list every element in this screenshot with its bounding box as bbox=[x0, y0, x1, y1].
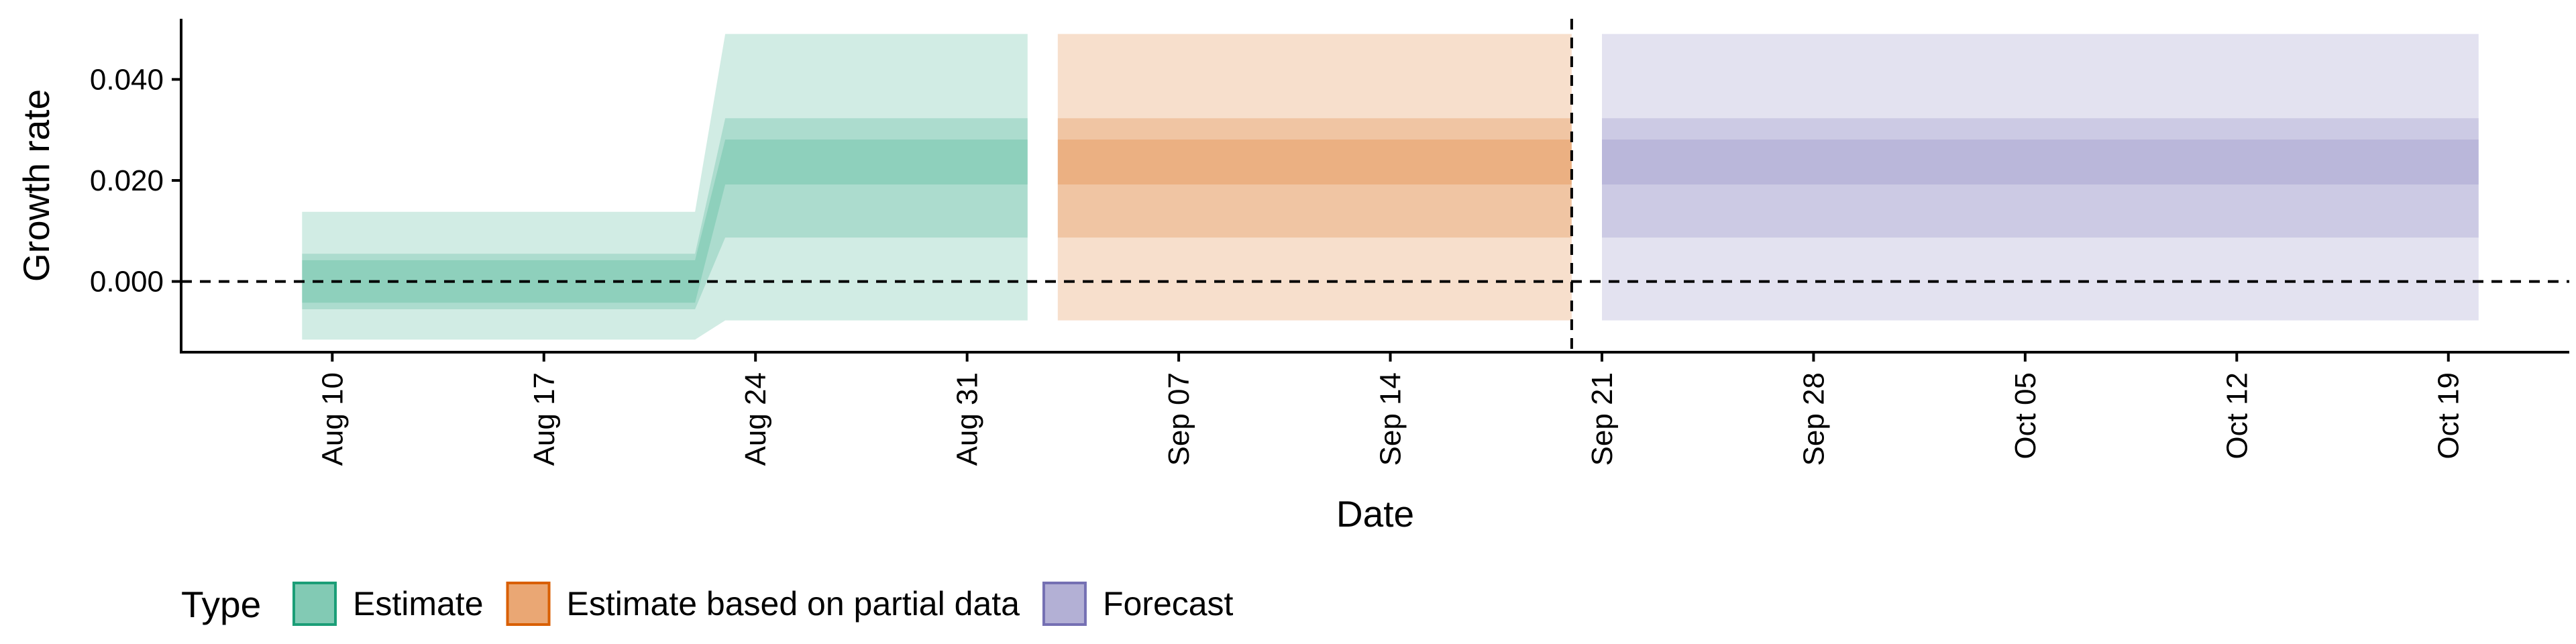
x-tick-label: Oct 12 bbox=[2220, 372, 2253, 460]
ribbon-1-ci50 bbox=[1057, 118, 1572, 238]
y-axis-title: Growth rate bbox=[15, 89, 57, 282]
y-tick-label: 0.040 bbox=[90, 63, 164, 96]
x-tick-label: Sep 14 bbox=[1375, 372, 1407, 466]
x-tick-label: Sep 07 bbox=[1163, 372, 1195, 466]
x-tick-label: Sep 21 bbox=[1586, 372, 1619, 466]
x-axis-title: Date bbox=[1336, 493, 1414, 535]
legend-key-0 bbox=[292, 582, 337, 626]
ribbon-2-ci20 bbox=[1602, 140, 2479, 184]
x-tick-label: Oct 05 bbox=[2009, 372, 2042, 460]
ribbon-1-ci90 bbox=[1057, 34, 1572, 321]
x-tick-label: Oct 19 bbox=[2432, 372, 2465, 460]
x-tick-label: Sep 28 bbox=[1797, 372, 1830, 466]
x-tick-label: Aug 10 bbox=[316, 372, 349, 466]
axes: 0.000 0.020 0.040 Aug 10 Aug 17 Aug 24 Aug 31 S… bbox=[15, 19, 2569, 535]
ribbon-1-ci20 bbox=[1057, 140, 1572, 184]
legend: Type Estimate Estimate based on partial da… bbox=[181, 582, 1234, 626]
legend-label-2: Forecast bbox=[1103, 585, 1234, 623]
x-tick-label: Aug 31 bbox=[951, 372, 984, 466]
y-tick-label: 0.000 bbox=[90, 266, 164, 299]
ribbon-0-ci20 bbox=[302, 140, 1028, 303]
legend-key-2 bbox=[1042, 582, 1087, 626]
x-tick-label: Aug 24 bbox=[739, 372, 772, 466]
ribbon-0-ci90 bbox=[302, 34, 1028, 340]
ribbon-2-ci50 bbox=[1602, 118, 2479, 238]
legend-title: Type bbox=[181, 584, 261, 625]
reference-lines bbox=[181, 19, 2569, 352]
legend-key-1 bbox=[506, 582, 551, 626]
legend-label-0: Estimate bbox=[353, 585, 484, 623]
ribbon-bands bbox=[302, 34, 2479, 340]
y-tick-label: 0.020 bbox=[90, 164, 164, 197]
x-tick-label: Aug 17 bbox=[528, 372, 561, 466]
ribbon-0-ci50 bbox=[302, 118, 1028, 310]
legend-label-1: Estimate based on partial data bbox=[567, 585, 1020, 623]
ribbon-2-ci90 bbox=[1602, 34, 2479, 321]
